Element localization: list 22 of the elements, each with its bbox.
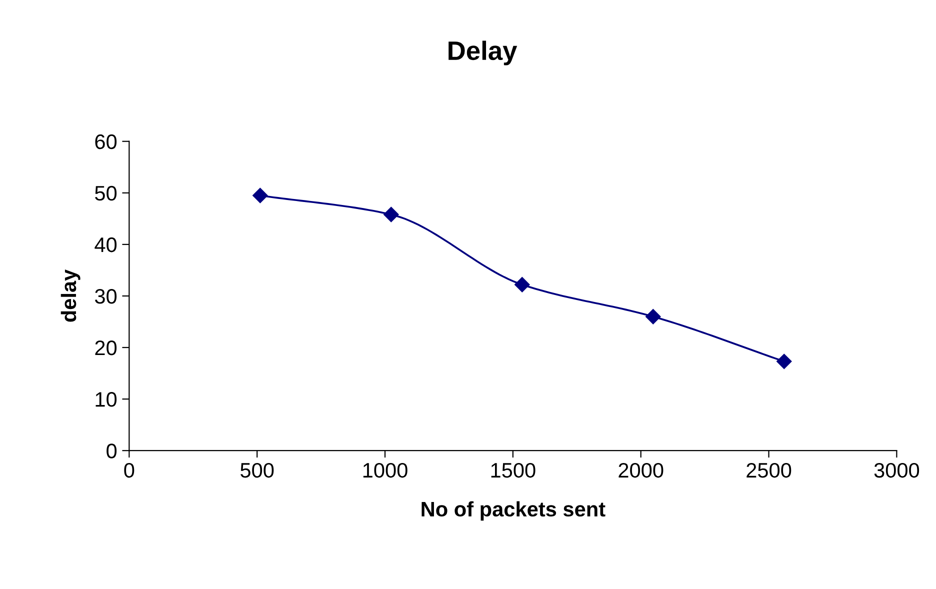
point <box>252 188 268 204</box>
y-tick-label: 0 <box>106 444 117 458</box>
y-axis-title: delay <box>60 269 80 322</box>
point <box>514 277 530 292</box>
point <box>384 206 399 222</box>
x-tick-label: 0 <box>124 462 134 478</box>
chart-title: Delay <box>448 40 518 66</box>
y-tick-label: 10 <box>96 392 117 407</box>
point <box>646 309 661 324</box>
x-tick-label: 1000 <box>363 462 408 478</box>
y-tick-label: 60 <box>95 134 117 150</box>
x-tick-label: 1500 <box>491 462 536 478</box>
x-tick-label: 2000 <box>618 462 664 478</box>
x-axis-title: No of packets sent <box>422 501 606 521</box>
y-tick-label: 20 <box>95 340 117 356</box>
x-tick-label: 3000 <box>874 462 920 478</box>
y-tick-label: 50 <box>95 186 117 201</box>
y-tick-label: 30 <box>94 288 117 304</box>
x-tick-label: 2500 <box>746 462 792 478</box>
point <box>776 354 792 369</box>
y-tick-label: 40 <box>94 237 117 252</box>
x-tick-label: 500 <box>240 462 274 478</box>
